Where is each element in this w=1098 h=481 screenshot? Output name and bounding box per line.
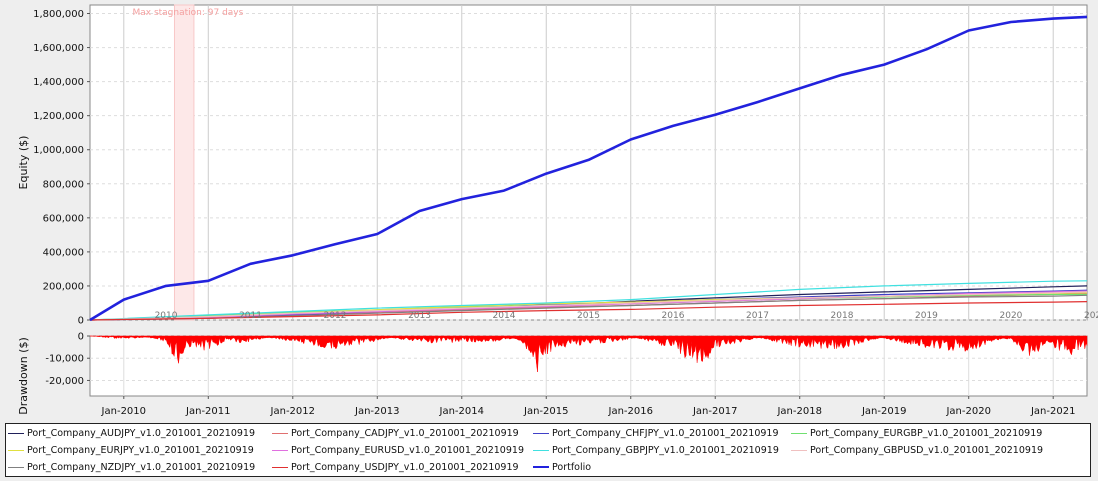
drawdown-x-tick-label: Jan-2012: [270, 406, 315, 417]
legend-item-port-company-chfjpy-v1-0-201001-20210919: Port_Company_CHFJPY_v1.0_201001_20210919: [533, 424, 779, 442]
drawdown-area: [89, 335, 1088, 373]
series-line-port-company-gbpjpy-v1-0-201001-20210919: [89, 280, 1088, 321]
drawdown-plot-area: [89, 335, 1088, 397]
drawdown-x-tick-label: Jan-2010: [101, 406, 146, 417]
drawdown-x-tick-label: Jan-2016: [608, 406, 653, 417]
equity-year-label: 2017: [746, 311, 769, 321]
legend-label: Port_Company_EURGBP_v1.0_201001_20210919: [810, 427, 1043, 439]
legend-label: Port_Company_EURUSD_v1.0_201001_20210919: [291, 444, 524, 456]
series-line-port-company-eurusd-v1-0-201001-20210919: [89, 290, 1088, 321]
max-stagnation-band: Max stagnation: 97 days: [132, 4, 244, 321]
equity-year-label: 2021: [1084, 311, 1098, 321]
drawdown-x-tick-label: Jan-2015: [523, 406, 568, 417]
equity-y-tick-label: 1,600,000: [33, 43, 84, 54]
equity-y-tick-label: 1,400,000: [33, 77, 84, 88]
series-line-port-company-usdjpy-v1-0-201001-20210919: [89, 301, 1088, 321]
drawdown-x-tick-label: Jan-2018: [776, 406, 821, 417]
equity-year-label: 2016: [662, 311, 685, 321]
legend-label: Port_Company_USDJPY_v1.0_201001_20210919: [291, 461, 519, 473]
legend-swatch: [533, 466, 549, 468]
legend-swatch: [272, 432, 288, 434]
legend-item-port-company-audjpy-v1-0-201001-20210919: Port_Company_AUDJPY_v1.0_201001_20210919: [8, 424, 255, 442]
series-line-port-company-gbpusd-v1-0-201001-20210919: [89, 291, 1088, 321]
equity-year-label: 2011: [239, 311, 262, 321]
chart-legend: Port_Company_AUDJPY_v1.0_201001_20210919…: [5, 423, 1091, 477]
equity-year-label: 2018: [831, 311, 854, 321]
equity-year-label: 2015: [577, 311, 600, 321]
legend-label: Port_Company_CADJPY_v1.0_201001_20210919: [291, 427, 519, 439]
legend-swatch: [8, 466, 24, 468]
drawdown-y-ticks: 0 -10,000 -20,000: [45, 332, 90, 387]
drawdown-chart: 0 -10,000 -20,000 Jan-2010 Jan-2011 Jan-2012…: [17, 332, 1088, 417]
drawdown-y-axis-label: Drawdown ($): [17, 337, 30, 415]
equity-chart: Max stagnation: 97 days 0 200,000 400,000 6…: [17, 4, 1098, 327]
equity-year-label: 2019: [915, 311, 938, 321]
series-line-port-company-nzdjpy-v1-0-201001-20210919: [89, 294, 1088, 321]
drawdown-y-tick-label: -20,000: [45, 376, 84, 387]
charts-area: Max stagnation: 97 days 0 200,000 400,000 6…: [17, 4, 1098, 417]
drawdown-x-tick-label: Jan-2014: [439, 406, 484, 417]
legend-swatch: [791, 432, 807, 434]
legend-label: Port_Company_AUDJPY_v1.0_201001_20210919: [27, 427, 256, 439]
equity-y-tick-label: 200,000: [43, 281, 84, 292]
legend-item-port-company-cadjpy-v1-0-201001-20210919: Port_Company_CADJPY_v1.0_201001_20210919: [272, 424, 519, 442]
equity-y-axis-label: Equity ($): [17, 136, 30, 190]
drawdown-x-tick-label: Jan-2020: [945, 406, 990, 417]
equity-y-tick-label: 1,000,000: [33, 145, 84, 156]
legend-swatch: [533, 432, 549, 434]
equity-year-label: 2014: [493, 311, 516, 321]
legend-swatch: [791, 449, 807, 451]
equity-grid: [90, 5, 1087, 321]
equity-plot-area: [89, 4, 1088, 321]
equity-year-label: 2020: [1000, 311, 1023, 321]
legend-swatch: [8, 432, 24, 434]
legend-label: Port_Company_GBPUSD_v1.0_201001_20210919: [810, 444, 1044, 456]
legend-item-port-company-eurjpy-v1-0-201001-20210919: Port_Company_EURJPY_v1.0_201001_20210919: [8, 441, 254, 459]
equity-series-lines: [89, 15, 1088, 322]
equity-y-tick-label: 0: [78, 316, 84, 327]
legend-item-port-company-gbpjpy-v1-0-201001-20210919: Port_Company_GBPJPY_v1.0_201001_20210919: [533, 441, 779, 459]
legend-swatch: [533, 449, 549, 451]
equity-year-labels: 2010 2011 2012 2013 2014 2015 2016 2017 2018 2019…: [155, 311, 1098, 321]
legend-item-port-company-nzdjpy-v1-0-201001-20210919: Port_Company_NZDJPY_v1.0_201001_20210919: [8, 458, 255, 476]
legend-item-port-company-gbpusd-v1-0-201001-20210919: Port_Company_GBPUSD_v1.0_201001_20210919: [791, 441, 1043, 459]
legend-label: Port_Company_CHFJPY_v1.0_201001_20210919: [552, 427, 779, 439]
legend-item-portfolio: Portfolio: [533, 458, 591, 476]
legend-label: Port_Company_EURJPY_v1.0_201001_20210919: [27, 444, 254, 456]
legend-label: Port_Company_GBPJPY_v1.0_201001_20210919: [552, 444, 779, 456]
drawdown-y-tick-label: -10,000: [45, 354, 84, 365]
drawdown-x-tick-label: Jan-2011: [185, 406, 230, 417]
equity-y-tick-label: 1,200,000: [33, 111, 84, 122]
legend-item-port-company-eurusd-v1-0-201001-20210919: Port_Company_EURUSD_v1.0_201001_20210919: [272, 441, 524, 459]
drawdown-x-ticks: Jan-2010 Jan-2011 Jan-2012 Jan-2013 Jan-2014…: [101, 396, 1075, 417]
drawdown-area-group: [89, 335, 1088, 373]
drawdown-x-tick-label: Jan-2019: [861, 406, 906, 417]
legend-swatch: [8, 449, 24, 451]
equity-y-tick-label: 800,000: [43, 179, 84, 190]
drawdown-x-tick-label: Jan-2013: [354, 406, 399, 417]
legend-item-port-company-usdjpy-v1-0-201001-20210919: Port_Company_USDJPY_v1.0_201001_20210919: [272, 458, 519, 476]
drawdown-x-tick-label: Jan-2021: [1030, 406, 1075, 417]
equity-y-tick-label: 600,000: [43, 213, 84, 224]
equity-y-tick-label: 1,800,000: [33, 9, 84, 20]
legend-swatch: [272, 466, 288, 468]
equity-y-ticks: 0 200,000 400,000 600,000 800,000 1,000,000 1,…: [33, 9, 90, 327]
max-stagnation-label: Max stagnation: 97 days: [132, 8, 243, 18]
drawdown-y-tick-label: 0: [78, 332, 84, 343]
legend-item-port-company-eurgbp-v1-0-201001-20210919: Port_Company_EURGBP_v1.0_201001_20210919: [791, 424, 1042, 442]
legend-label: Portfolio: [552, 461, 592, 473]
series-line-portfolio: [89, 15, 1088, 322]
equity-y-tick-label: 400,000: [43, 247, 84, 258]
equity-year-label: 2012: [324, 311, 347, 321]
legend-swatch: [272, 449, 288, 451]
equity-year-label: 2010: [155, 311, 178, 321]
equity-year-label: 2013: [408, 311, 431, 321]
max-stagnation-rect: [173, 4, 195, 321]
legend-label: Port_Company_NZDJPY_v1.0_201001_20210919: [27, 461, 256, 473]
drawdown-x-tick-label: Jan-2017: [692, 406, 737, 417]
